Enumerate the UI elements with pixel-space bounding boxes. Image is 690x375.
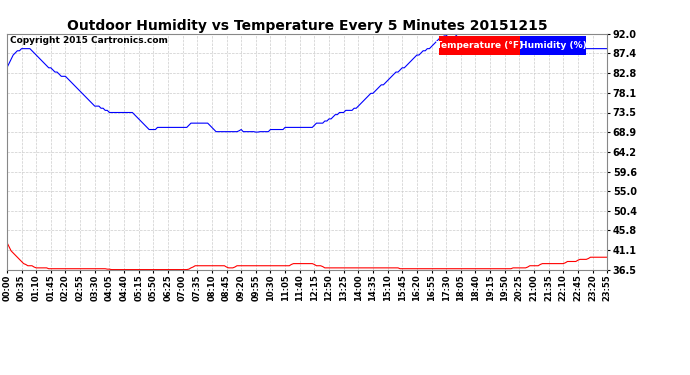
FancyBboxPatch shape (439, 36, 520, 55)
Text: Temperature (°F): Temperature (°F) (436, 41, 523, 50)
FancyBboxPatch shape (520, 36, 586, 55)
Text: Copyright 2015 Cartronics.com: Copyright 2015 Cartronics.com (10, 36, 168, 45)
Title: Outdoor Humidity vs Temperature Every 5 Minutes 20151215: Outdoor Humidity vs Temperature Every 5 … (67, 19, 547, 33)
Text: Humidity (%): Humidity (%) (520, 41, 586, 50)
